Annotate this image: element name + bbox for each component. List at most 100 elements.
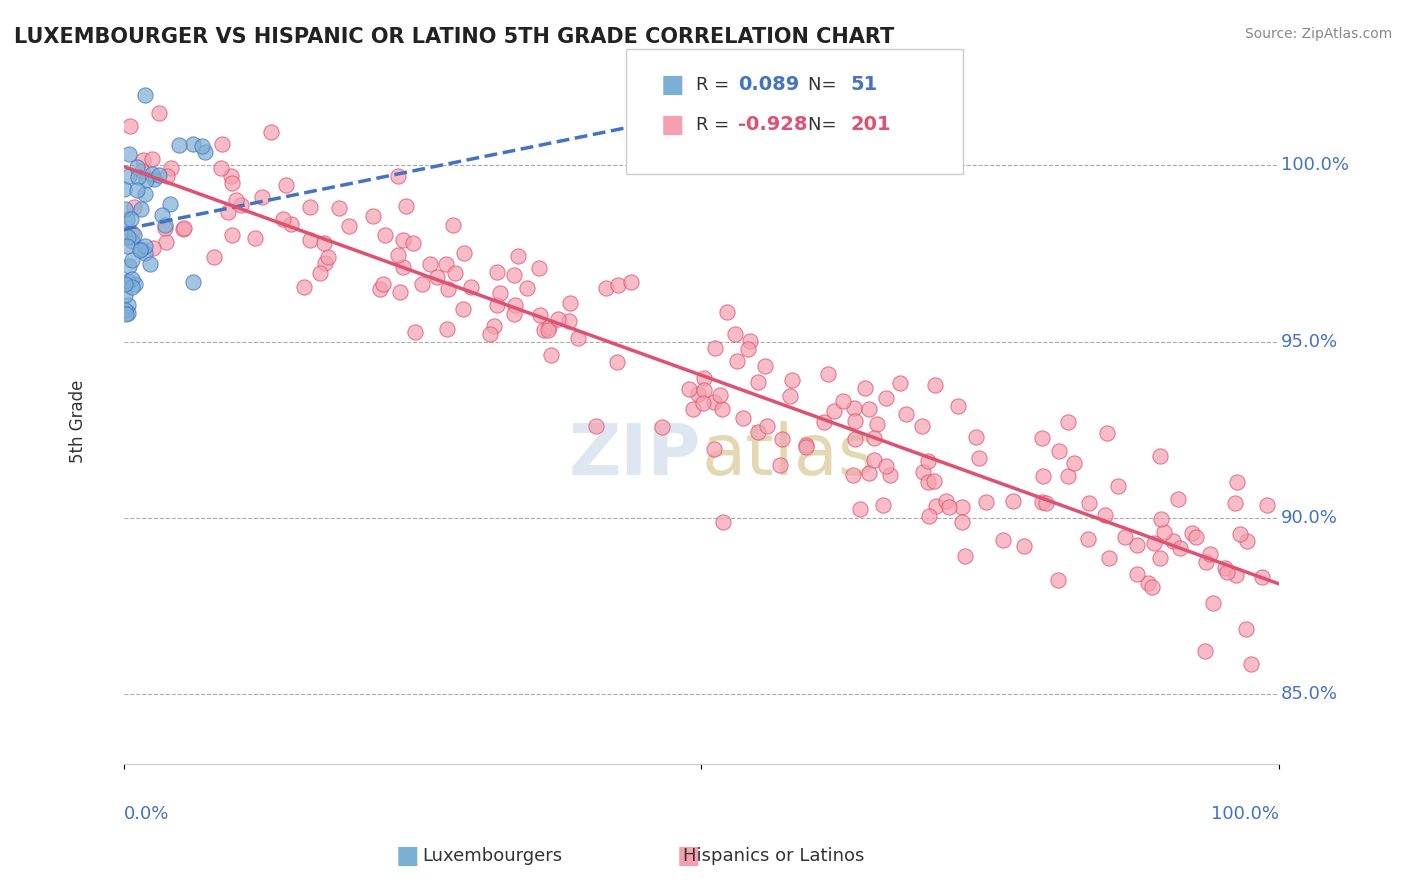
Point	[1057, 415, 1080, 429]
Point	[127, 170, 149, 185]
Point	[451, 302, 474, 317]
Point	[974, 495, 997, 509]
Point	[1202, 596, 1225, 610]
Point	[731, 411, 754, 425]
Point	[217, 205, 239, 219]
Point	[1095, 425, 1118, 440]
Point	[118, 120, 141, 134]
Point	[374, 227, 396, 242]
Point	[148, 168, 170, 182]
Point	[1150, 512, 1173, 526]
Point	[529, 308, 551, 322]
Text: 100.0%: 100.0%	[1211, 805, 1278, 823]
Text: 0.0%: 0.0%	[124, 805, 169, 823]
Point	[308, 266, 330, 280]
Point	[294, 279, 316, 293]
Point	[879, 467, 901, 482]
Point	[1137, 576, 1160, 591]
Point	[844, 414, 866, 428]
Point	[150, 208, 173, 222]
Point	[953, 549, 976, 563]
Point	[1114, 530, 1136, 544]
Point	[896, 407, 918, 421]
Point	[441, 218, 464, 232]
Point	[993, 533, 1015, 547]
Point	[259, 125, 281, 139]
Point	[716, 305, 738, 319]
Point	[946, 399, 969, 413]
Point	[917, 454, 939, 468]
Point	[924, 499, 946, 513]
Point	[842, 401, 865, 415]
Point	[392, 233, 415, 247]
Text: ■: ■	[678, 845, 700, 868]
Point	[950, 500, 973, 514]
Point	[117, 274, 139, 288]
Point	[243, 231, 266, 245]
Point	[747, 375, 769, 389]
Point	[813, 415, 835, 429]
Point	[967, 450, 990, 465]
Point	[794, 437, 817, 451]
Text: 5th Grade: 5th Grade	[69, 379, 87, 463]
Point	[229, 198, 252, 212]
Point	[585, 418, 607, 433]
Point	[703, 394, 725, 409]
Point	[537, 323, 560, 337]
Point	[1094, 508, 1116, 522]
Point	[115, 307, 138, 321]
Point	[484, 318, 506, 333]
Point	[181, 136, 204, 151]
Point	[280, 217, 302, 231]
Point	[443, 266, 465, 280]
Text: 201: 201	[851, 115, 891, 135]
Text: Hispanics or Latinos: Hispanics or Latinos	[682, 847, 865, 865]
Point	[404, 326, 426, 340]
Point	[1143, 536, 1166, 550]
Text: LUXEMBOURGER VS HISPANIC OR LATINO 5TH GRADE CORRELATION CHART: LUXEMBOURGER VS HISPANIC OR LATINO 5TH G…	[14, 27, 894, 46]
Point	[121, 272, 143, 286]
Point	[221, 228, 243, 243]
Point	[129, 242, 152, 256]
Point	[506, 249, 529, 263]
Point	[1185, 530, 1208, 544]
Text: ■: ■	[396, 845, 419, 868]
Point	[114, 202, 136, 217]
Point	[1056, 469, 1078, 483]
Point	[155, 235, 177, 249]
Point	[114, 277, 136, 292]
Point	[124, 277, 146, 291]
Point	[595, 281, 617, 295]
Point	[678, 382, 700, 396]
Point	[755, 419, 778, 434]
Point	[754, 359, 776, 373]
Point	[567, 331, 589, 345]
Point	[419, 257, 441, 271]
Point	[1199, 547, 1222, 561]
Point	[935, 494, 957, 508]
Point	[387, 169, 409, 183]
Point	[845, 88, 868, 103]
Point	[121, 252, 143, 267]
Point	[872, 498, 894, 512]
Point	[839, 88, 862, 103]
Point	[950, 516, 973, 530]
Point	[274, 178, 297, 192]
Point	[1149, 449, 1171, 463]
Text: 95.0%: 95.0%	[1281, 333, 1339, 351]
Point	[121, 280, 143, 294]
Point	[1032, 468, 1054, 483]
Point	[1098, 551, 1121, 566]
Point	[252, 190, 274, 204]
Point	[849, 502, 872, 516]
Point	[139, 256, 162, 270]
Point	[1126, 567, 1149, 582]
Point	[1236, 533, 1258, 548]
Point	[117, 230, 139, 244]
Point	[411, 277, 433, 291]
Point	[131, 164, 153, 178]
Point	[117, 211, 139, 226]
Point	[486, 297, 509, 311]
Text: R =: R =	[696, 116, 735, 134]
Point	[314, 256, 336, 270]
